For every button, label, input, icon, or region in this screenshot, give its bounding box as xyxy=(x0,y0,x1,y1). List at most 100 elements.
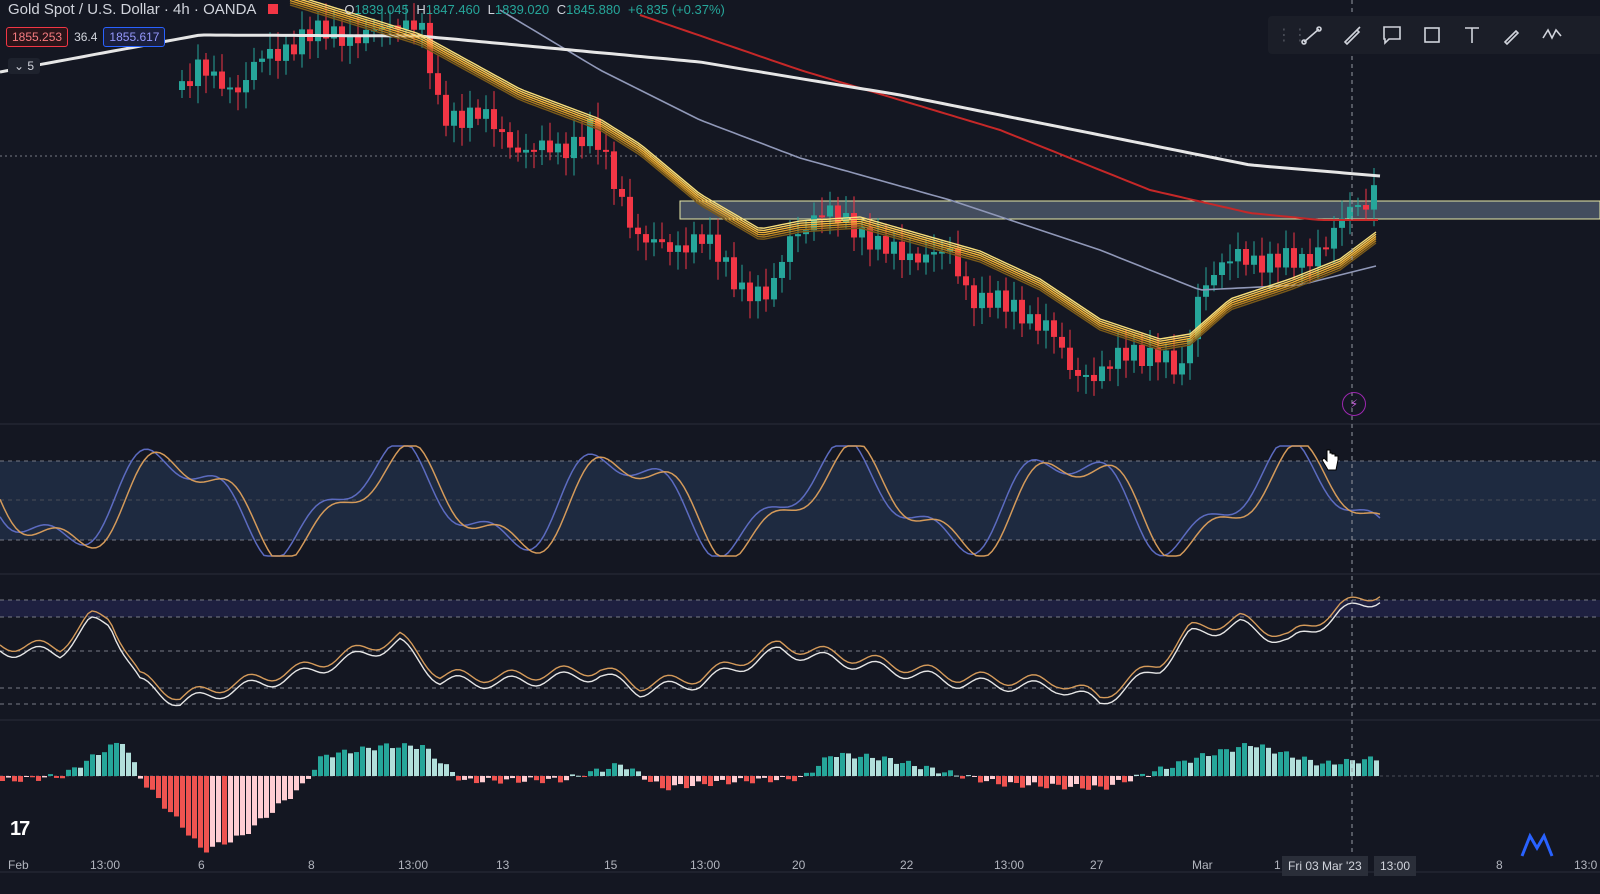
histogram-bar xyxy=(936,773,941,776)
candle-body xyxy=(1219,262,1225,275)
candle-body xyxy=(1115,347,1121,369)
drag-handle-icon[interactable]: ⋮⋮ xyxy=(1276,27,1308,44)
indicators-collapse-toggle[interactable]: ⌄ 5 xyxy=(8,58,41,74)
candle-body xyxy=(531,149,537,152)
histogram-bar xyxy=(702,776,707,785)
candle-body xyxy=(1307,253,1313,267)
text-icon[interactable] xyxy=(1458,21,1486,49)
callout-icon[interactable] xyxy=(1378,21,1406,49)
candle-body xyxy=(643,234,649,243)
candle-body xyxy=(179,81,185,90)
histogram-bar xyxy=(1086,776,1091,790)
hand-cursor-icon xyxy=(1320,448,1340,477)
histogram-bar xyxy=(168,776,173,813)
pen-icon[interactable] xyxy=(1498,21,1526,49)
histogram-bar xyxy=(750,776,755,784)
histogram-bar xyxy=(420,745,425,776)
histogram-bar xyxy=(930,767,935,776)
histogram-bar xyxy=(222,776,227,845)
histogram-bar xyxy=(114,742,119,776)
histogram-bar xyxy=(978,776,983,783)
candle-body xyxy=(1371,185,1377,210)
x-axis-tick-label: 22 xyxy=(900,858,914,872)
histogram-bar xyxy=(1194,757,1199,776)
candle-body xyxy=(1323,247,1329,250)
histogram-bar xyxy=(1326,760,1331,776)
histogram-bar xyxy=(360,746,365,776)
histogram-bar xyxy=(762,776,767,778)
wave-icon[interactable] xyxy=(1538,21,1566,49)
histogram-bar xyxy=(726,776,731,785)
histogram-bar xyxy=(240,776,245,836)
x-axis-tick-label: 8 xyxy=(1496,858,1503,872)
histogram-bar xyxy=(552,776,557,778)
ohlc-close: 1845.880 xyxy=(566,1,621,17)
histogram-bar xyxy=(966,775,971,777)
candle-body xyxy=(1099,366,1105,382)
candle-body xyxy=(923,254,929,263)
histogram-bar xyxy=(498,776,503,784)
histogram-bar xyxy=(732,776,737,783)
candle-body xyxy=(499,129,505,133)
indicators-count: 5 xyxy=(27,59,35,73)
rsi-line-white xyxy=(0,602,1381,707)
candle-body xyxy=(219,71,225,89)
candle-body xyxy=(723,257,729,262)
ribbon-line xyxy=(299,0,1377,342)
histogram-bar xyxy=(906,760,911,776)
histogram-bar xyxy=(1188,762,1193,776)
histogram-bar xyxy=(708,776,713,787)
buy-button[interactable]: 1855.617 xyxy=(103,27,166,47)
histogram-bar xyxy=(318,756,323,776)
candle-body xyxy=(1363,205,1369,210)
candle-body xyxy=(491,109,497,130)
histogram-bar xyxy=(132,762,137,776)
histogram-bar xyxy=(918,769,923,776)
candle-body xyxy=(747,282,753,302)
candle-body xyxy=(1179,363,1185,375)
x-axis-tick-label: Mar xyxy=(1192,858,1213,872)
resistance-zone[interactable] xyxy=(679,200,1600,220)
rsi-line-orange xyxy=(0,596,1381,701)
histogram-bar xyxy=(408,745,413,776)
brush-icon[interactable] xyxy=(1338,21,1366,49)
histogram-bar xyxy=(54,776,59,778)
alert-lightning-icon[interactable]: ⚡ xyxy=(1342,392,1366,416)
candle-body xyxy=(763,286,769,300)
moving-average-white xyxy=(0,33,1381,178)
histogram-bar xyxy=(300,776,305,784)
histogram-bar xyxy=(60,776,65,779)
candle-body xyxy=(547,140,553,153)
rectangle-icon[interactable] xyxy=(1418,21,1446,49)
tradingview-logo[interactable]: 17 xyxy=(10,818,30,840)
histogram-bar xyxy=(1056,776,1061,785)
candle-body xyxy=(859,227,865,238)
histogram-bar xyxy=(264,776,269,818)
candle-body xyxy=(1075,369,1081,376)
histogram-bar xyxy=(1080,776,1085,789)
histogram-bar xyxy=(990,776,995,780)
histogram-bar xyxy=(276,776,281,804)
candle-body xyxy=(1059,336,1065,348)
candle-body xyxy=(483,109,489,119)
trend-line-icon[interactable] xyxy=(1298,21,1326,49)
candle-body xyxy=(299,29,305,55)
histogram-bar xyxy=(948,770,953,776)
histogram-bar xyxy=(1176,761,1181,776)
histogram-bar xyxy=(480,776,485,783)
candle-body xyxy=(243,80,249,93)
symbol-title[interactable]: Gold Spot / U.S. Dollar · 4h · OANDA xyxy=(8,0,257,18)
histogram-bar xyxy=(996,776,1001,785)
histogram-bar xyxy=(870,757,875,776)
x-axis-tick-label: 20 xyxy=(792,858,806,872)
histogram-bar xyxy=(42,776,47,778)
candle-body xyxy=(1067,347,1073,370)
candle-body xyxy=(827,205,833,217)
histogram-bar xyxy=(744,776,749,782)
candle-body xyxy=(1235,249,1241,262)
sell-button[interactable]: 1855.253 xyxy=(6,27,69,47)
histogram-bar xyxy=(78,767,83,776)
histogram-bar xyxy=(1074,776,1079,785)
histogram-bar xyxy=(378,745,383,776)
